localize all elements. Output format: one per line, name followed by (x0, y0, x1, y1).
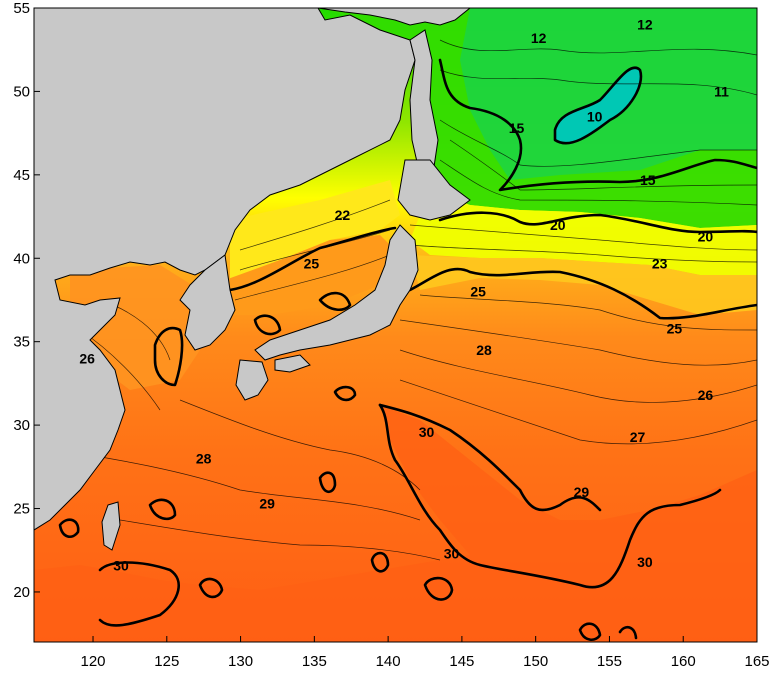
contour-label: 29 (574, 484, 590, 500)
contour-label: 22 (335, 207, 351, 223)
y-tick-label: 30 (13, 417, 30, 434)
x-tick-label: 125 (154, 653, 179, 670)
cold-core-10 (555, 67, 641, 144)
contour-label: 12 (637, 17, 653, 33)
contour-label: 10 (587, 108, 603, 124)
map-axes: 120 125 130 135 140 145 150 155 160 165 20 25 30 35 40… (13, 0, 769, 670)
contour-label: 25 (470, 284, 486, 300)
contour-label: 30 (113, 557, 129, 573)
contour-label: 30 (444, 546, 460, 562)
contour-labels: 12 12 11 10 15 15 22 20 20 25 25 25 23 28 26 26 27 28 29 29… (79, 17, 729, 574)
asian-mainland (34, 8, 416, 531)
y-tick-label: 25 (13, 501, 30, 518)
honshu-island (254, 224, 419, 361)
contour-label: 25 (304, 255, 320, 271)
land-masses (34, 8, 471, 551)
contour-label: 29 (259, 496, 275, 512)
korean-peninsula (179, 254, 236, 351)
x-tick-label: 120 (81, 653, 106, 670)
x-tick-label: 140 (376, 653, 401, 670)
x-tick-label: 130 (228, 653, 253, 670)
y-tick-label: 20 (13, 584, 30, 601)
x-tick-label: 155 (597, 653, 622, 670)
thick-isotherms (58, 58, 757, 641)
x-tick-label: 150 (523, 653, 548, 670)
hokkaido-island (397, 159, 471, 221)
contour-label: 11 (714, 83, 729, 99)
contour-label: 30 (419, 424, 435, 440)
contour-label: 15 (509, 120, 525, 136)
shikoku-island (274, 354, 311, 373)
x-tick-label: 165 (744, 653, 769, 670)
x-tick-label: 135 (302, 653, 327, 670)
contour-label: 15 (640, 172, 656, 188)
contour-label: 27 (630, 429, 646, 445)
x-tick-label: 160 (671, 653, 696, 670)
y-tick-label: 45 (13, 167, 30, 184)
sea-of-japan-cool (230, 180, 400, 280)
kyushu-island (235, 359, 269, 401)
mild-water-zone (410, 255, 757, 315)
contour-label: 26 (79, 350, 95, 366)
y-tick-label: 35 (13, 334, 30, 351)
contour-label: 26 (698, 387, 714, 403)
cool-water-zone (410, 190, 757, 275)
plot-frame (33, 7, 758, 643)
contour-label: 30 (637, 554, 653, 570)
y-tick-label: 40 (13, 250, 30, 267)
contour-label: 12 (531, 30, 547, 46)
taiwan-island (101, 501, 121, 551)
y-tick-label: 50 (13, 83, 30, 100)
contour-label: 25 (667, 320, 683, 336)
contour-label: 20 (698, 229, 714, 245)
contour-label: 23 (652, 255, 668, 271)
y-tick-label: 55 (13, 0, 30, 17)
x-tick-label: 145 (449, 653, 474, 670)
kamchatka-peninsula (317, 8, 471, 26)
sea-of-japan-mild (225, 235, 395, 315)
contour-label: 20 (550, 217, 566, 233)
contour-label: 28 (476, 342, 492, 358)
contour-label: 28 (196, 450, 212, 466)
